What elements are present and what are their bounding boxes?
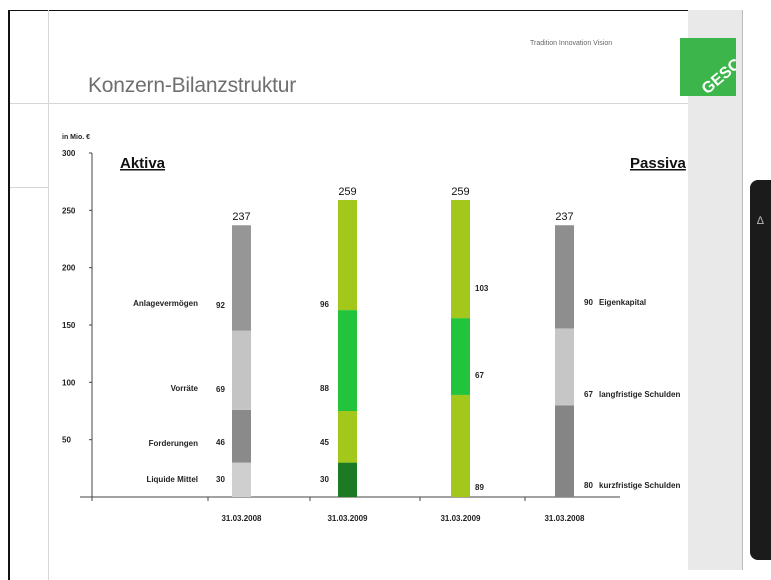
bar-total-label: 237 xyxy=(555,211,573,223)
aktiva-header: Aktiva xyxy=(120,155,166,172)
side-separator xyxy=(10,187,48,188)
aktiva-2008-value: 46 xyxy=(216,438,225,447)
y-tick-label: 200 xyxy=(62,264,76,273)
passiva-2009-value: 89 xyxy=(475,483,484,492)
unit-label: in Mio. € xyxy=(62,134,90,141)
side-panel xyxy=(688,10,742,570)
bars xyxy=(232,200,574,497)
passiva-2008-value: 67 xyxy=(584,390,593,399)
device-mark: ∆ xyxy=(757,215,764,227)
bar-segment xyxy=(555,405,574,497)
bar-segment xyxy=(338,310,357,411)
gesco-logo: GESCO xyxy=(680,38,736,96)
aktiva-2009-value: 45 xyxy=(320,438,329,447)
passiva-2009-value: 67 xyxy=(475,371,484,380)
frame-top-border xyxy=(8,10,688,11)
y-tick-label: 150 xyxy=(62,321,76,330)
bar-segment xyxy=(232,330,251,410)
passiva-segment-name: langfristige Schulden xyxy=(599,390,680,399)
category-label: 31.03.2009 xyxy=(327,514,368,523)
aktiva-2009-value: 88 xyxy=(320,384,329,393)
aktiva-2008-value: 30 xyxy=(216,475,225,484)
y-tick-label: 50 xyxy=(62,436,71,445)
category-label: 31.03.2009 xyxy=(440,514,481,523)
y-tick-label: 300 xyxy=(62,149,76,158)
bar-segment xyxy=(338,462,357,497)
aktiva-2009-value: 96 xyxy=(320,300,329,309)
chart-labels: 237 31.03.2008 259 31.03.2009 259 31.03.2009 2… xyxy=(133,186,680,523)
bar-segment xyxy=(451,318,470,395)
bar-segment xyxy=(555,225,574,329)
device-edge xyxy=(750,180,771,560)
header-separator xyxy=(10,103,688,104)
tagline: Tradition Innovation Vision xyxy=(530,40,613,47)
aktiva-2008-value: 69 xyxy=(216,385,225,394)
passiva-segment-name: Eigenkapital xyxy=(599,298,646,307)
y-tick-label: 100 xyxy=(62,378,76,387)
bar-segment xyxy=(338,411,357,463)
category-label: 31.03.2008 xyxy=(544,514,585,523)
bar-segment xyxy=(451,394,470,497)
bar-total-label: 237 xyxy=(232,211,250,223)
frame-left-border xyxy=(8,10,10,580)
bar-segment xyxy=(338,200,357,311)
passiva-2009-value: 103 xyxy=(475,284,489,293)
passiva-2008-value: 90 xyxy=(584,298,593,307)
frame-right-border xyxy=(742,10,743,570)
aktiva-2009-value: 30 xyxy=(320,475,329,484)
slide-title: Konzern-Bilanzstruktur xyxy=(88,74,297,97)
passiva-2008-value: 80 xyxy=(584,481,593,490)
y-tick-label: 250 xyxy=(62,206,76,215)
aktiva-segment-name: Liquide Mittel xyxy=(146,475,198,484)
vertical-separator xyxy=(48,10,49,580)
bar-segment xyxy=(555,328,574,406)
bar-total-label: 259 xyxy=(451,186,469,198)
aktiva-segment-name: Vorräte xyxy=(171,384,199,393)
bar-segment xyxy=(232,225,251,331)
passiva-header: Passiva xyxy=(630,155,687,172)
bar-segment xyxy=(451,200,470,319)
bar-segment xyxy=(232,462,251,497)
category-label: 31.03.2008 xyxy=(221,514,262,523)
passiva-segment-name: kurzfristige Schulden xyxy=(599,481,680,490)
aktiva-2008-value: 92 xyxy=(216,301,225,310)
bar-total-label: 259 xyxy=(338,186,356,198)
bar-segment xyxy=(232,409,251,463)
aktiva-segment-name: Anlagevermögen xyxy=(133,299,198,308)
aktiva-segment-name: Forderungen xyxy=(149,439,198,448)
